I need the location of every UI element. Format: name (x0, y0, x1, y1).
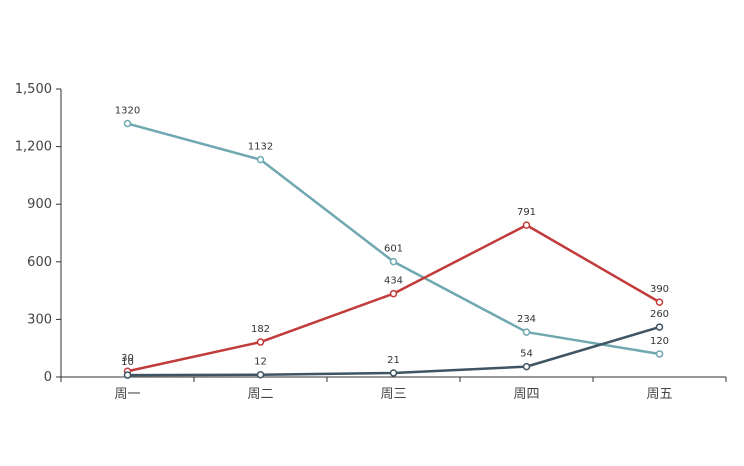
x-tick-label: 周四 (513, 387, 539, 402)
data-point[interactable] (256, 338, 265, 346)
data-point[interactable] (389, 257, 398, 266)
data-label: 601 (384, 244, 403, 255)
series-line-3 (127, 325, 660, 377)
data-label: 1132 (248, 142, 273, 153)
data-label: 120 (650, 336, 669, 347)
y-tick-label: 1,200 (15, 140, 52, 155)
series-line-1 (127, 122, 660, 356)
data-point[interactable] (655, 350, 664, 358)
data-label: 21 (387, 355, 400, 366)
data-point[interactable] (522, 221, 531, 229)
data-label: 182 (251, 324, 270, 335)
data-label: 390 (650, 284, 669, 295)
x-tick-label: 周二 (247, 387, 273, 402)
data-point[interactable] (256, 370, 265, 379)
data-labels-layer: 1320 1132 601 234 120 30 182 434 791 390 10 12 21 54 2… (115, 106, 669, 369)
data-label: 30 (121, 353, 134, 364)
x-tick-label: 周五 (646, 387, 672, 402)
data-point[interactable] (655, 298, 664, 306)
data-label: 260 (650, 309, 669, 320)
y-tick-label: 1,500 (15, 82, 52, 97)
data-point[interactable] (389, 289, 398, 298)
data-point[interactable] (389, 369, 398, 377)
x-tick-label: 周三 (380, 387, 406, 402)
data-label: 234 (517, 314, 536, 325)
data-label: 434 (384, 276, 403, 287)
x-tick-label: 周一 (114, 387, 140, 402)
y-tick-label: 300 (27, 312, 52, 327)
axes: 0 300 600 900 1,200 1,500 周一 周二 周三 周四 周五 (15, 82, 727, 402)
data-label: 12 (254, 357, 267, 368)
y-tick-label: 0 (44, 370, 52, 385)
data-label: 1320 (115, 106, 140, 117)
data-label: 54 (520, 349, 533, 360)
data-point[interactable] (655, 323, 664, 331)
y-tick-label: 600 (27, 255, 52, 270)
data-label: 791 (517, 207, 536, 218)
data-label: 10 (121, 357, 134, 368)
data-point[interactable] (123, 119, 132, 128)
data-point[interactable] (522, 328, 531, 336)
y-tick-label: 900 (27, 197, 52, 212)
series-layer (123, 119, 664, 379)
data-point[interactable] (522, 362, 531, 371)
data-point[interactable] (256, 155, 265, 164)
data-point[interactable] (123, 371, 132, 379)
